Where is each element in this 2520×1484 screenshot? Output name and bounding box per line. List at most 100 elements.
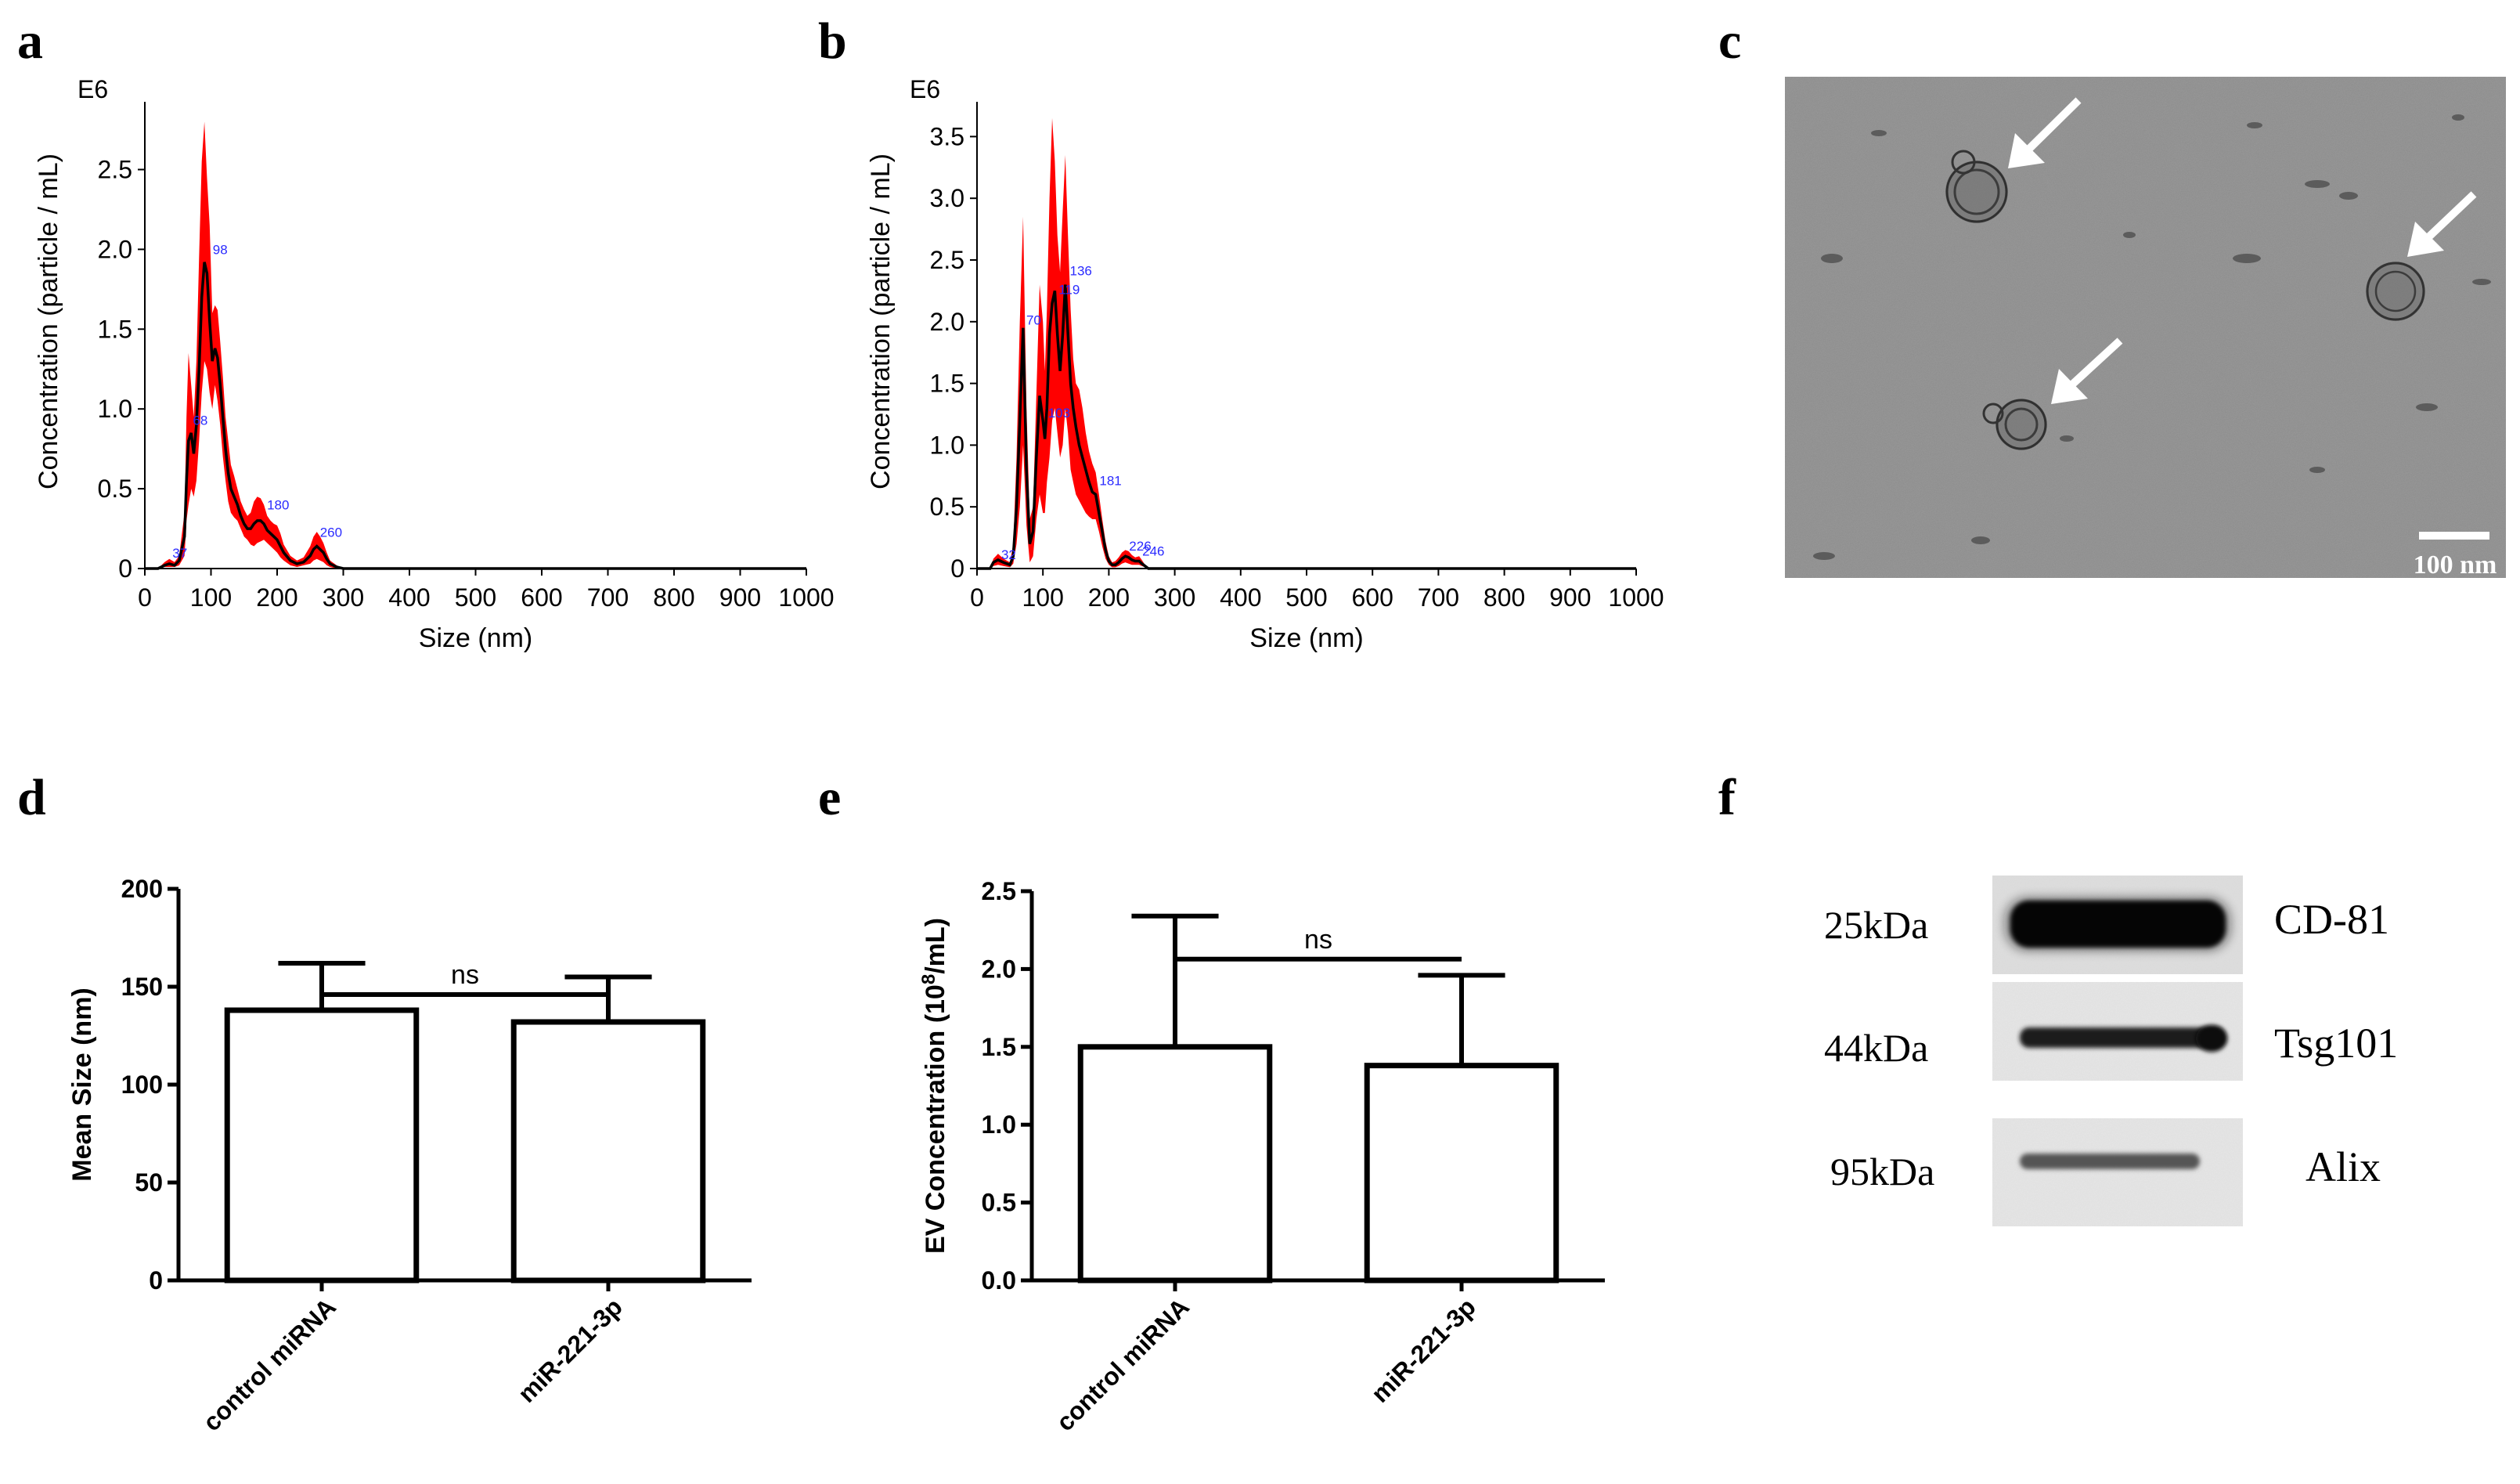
- x-tick-label: 300: [1154, 583, 1195, 612]
- x-tick-label: 100: [190, 583, 232, 612]
- y-tick-label: 0: [950, 554, 964, 583]
- y-tick-label: 1.5: [98, 315, 132, 343]
- y-tick-label: 0.5: [930, 493, 964, 521]
- significance-label: ns: [451, 960, 479, 990]
- y-axis-title: Mean Size (nm): [67, 988, 97, 1181]
- x-tick-label: 200: [256, 583, 297, 612]
- y-tick-label: 2.5: [98, 156, 132, 184]
- western-blot: 25kDa 44kDa 95kDa CD-81 Tsg101 Alix: [1824, 876, 2398, 1226]
- x-tick-label: 200: [1088, 583, 1130, 612]
- y-tick-label: 2.0: [930, 308, 964, 336]
- tem-grain: [1785, 77, 2506, 578]
- y-tick-label: 2.5: [982, 877, 1016, 905]
- protein-label-tsg101: Tsg101: [2274, 1020, 2398, 1067]
- peak-label: 103: [1048, 406, 1070, 421]
- y-tick-label: 0: [118, 554, 132, 583]
- peak-label: 181: [1099, 474, 1121, 489]
- y-tick-label: 0.0: [982, 1266, 1016, 1294]
- vesicle-1: [1945, 150, 2008, 223]
- nta-chart-a: 0 100 200 300 400 500 600 700 800 900 1000 0 0.5 1.0 1…: [34, 75, 835, 653]
- y-tick-label: 0.5: [982, 1189, 1016, 1217]
- mean-line: [977, 284, 1636, 570]
- error-band: [145, 121, 806, 569]
- x-tick-label: 900: [1549, 583, 1591, 612]
- y-tick-label: 1.5: [982, 1033, 1016, 1061]
- y-tick-label: 2.0: [982, 955, 1016, 983]
- x-category-label: control miRNA: [197, 1292, 341, 1436]
- protein-label-alix: Alix: [2305, 1143, 2381, 1190]
- blot-row-tsg101: [1992, 982, 2243, 1081]
- panel-label-f: f: [1718, 769, 1736, 826]
- y-tick-label: 2.0: [98, 235, 132, 263]
- peak-label: 226: [1129, 539, 1151, 554]
- x-tick-label: 600: [521, 583, 562, 612]
- x-category-label: control miRNA: [1051, 1292, 1195, 1436]
- y-tick-label: 200: [121, 875, 163, 903]
- bar-2: [510, 1019, 706, 1284]
- mean-size-bar-chart: control miRNA miR-221-3p 0 50 100 150 200 ns Mea…: [67, 875, 752, 1436]
- peak-label: 136: [1070, 264, 1092, 279]
- nta-chart-b: 0 100 200 300 400 500 600 700 800 900 1000 0 0.5 1.0 1…: [866, 75, 1664, 653]
- blot-row-cd81: [1992, 876, 2243, 974]
- y-tick-label: 1.5: [930, 370, 964, 398]
- panel-label-b: b: [818, 13, 847, 70]
- x-tick-label: 800: [653, 583, 694, 612]
- x-tick-label: 700: [587, 583, 629, 612]
- y-axis-title: Concentration (particle / mL): [34, 153, 63, 489]
- x-tick-label: 500: [455, 583, 496, 612]
- peak-label: 119: [1058, 282, 1080, 297]
- x-tick-label: 900: [719, 583, 761, 612]
- y-tick-label: 0: [149, 1266, 163, 1294]
- y-axis-title-main: EV Concentration (10: [921, 984, 950, 1254]
- arrow-3: [2051, 338, 2123, 404]
- y-axis-title: Concentration (particle / mL): [866, 153, 896, 489]
- band-tsg101: [2020, 1027, 2225, 1048]
- scale-bar: [2419, 532, 2489, 540]
- error-band: [977, 117, 1636, 569]
- x-category-label: miR-221-3p: [513, 1292, 628, 1407]
- blot-grain: [1992, 1118, 2243, 1226]
- y-multiplier-label: E6: [78, 75, 108, 103]
- peak-label: 246: [1142, 543, 1164, 558]
- weight-label-25kda: 25kDa: [1824, 903, 1928, 947]
- significance-label: ns: [1304, 925, 1332, 955]
- y-axis-title-superscript: 8: [918, 974, 939, 984]
- peak-label: 260: [320, 525, 342, 540]
- y-tick-label: 0.5: [98, 475, 132, 503]
- x-category-label: miR-221-3p: [1366, 1292, 1481, 1407]
- arrow-1: [2008, 97, 2082, 168]
- bar-2: [1364, 1063, 1559, 1284]
- y-axis-title: EV Concentration (108/mL): [918, 918, 950, 1254]
- peak-label: 180: [267, 498, 289, 513]
- bar-1: [1077, 1044, 1273, 1284]
- panel-label-a: a: [17, 13, 43, 70]
- y-tick-label: 1.0: [930, 431, 964, 459]
- y-tick-label: 150: [121, 973, 163, 1001]
- x-tick-label: 1000: [778, 583, 834, 612]
- protein-label-cd81: CD-81: [2274, 896, 2389, 943]
- panel-label-c: c: [1718, 13, 1741, 70]
- y-tick-label: 100: [121, 1071, 163, 1099]
- panel-label-d: d: [17, 769, 46, 826]
- y-tick-label: 3.0: [930, 184, 964, 212]
- bar-1: [224, 1007, 420, 1284]
- x-tick-label: 100: [1022, 583, 1064, 612]
- band-alix: [2020, 1154, 2200, 1169]
- x-tick-label: 500: [1285, 583, 1327, 612]
- vesicle-2: [2366, 262, 2425, 321]
- tem-debris: [1813, 114, 2491, 560]
- peak-label: 70: [1026, 313, 1041, 328]
- y-tick-label: 1.0: [98, 395, 132, 423]
- scale-bar-label: 100 nm: [2414, 551, 2497, 580]
- y-multiplier-label: E6: [910, 75, 940, 103]
- y-tick-label: 1.0: [982, 1110, 1016, 1139]
- x-tick-label: 1000: [1608, 583, 1664, 612]
- x-tick-label: 700: [1418, 583, 1459, 612]
- x-tick-label: 800: [1484, 583, 1525, 612]
- blot-row-alix: [1992, 1118, 2243, 1226]
- x-tick-label: 400: [1220, 583, 1261, 612]
- vesicle-3: [1982, 399, 2047, 450]
- peak-label: 37: [172, 546, 187, 561]
- peak-label: 98: [213, 243, 228, 258]
- peak-label: 32: [1001, 547, 1016, 562]
